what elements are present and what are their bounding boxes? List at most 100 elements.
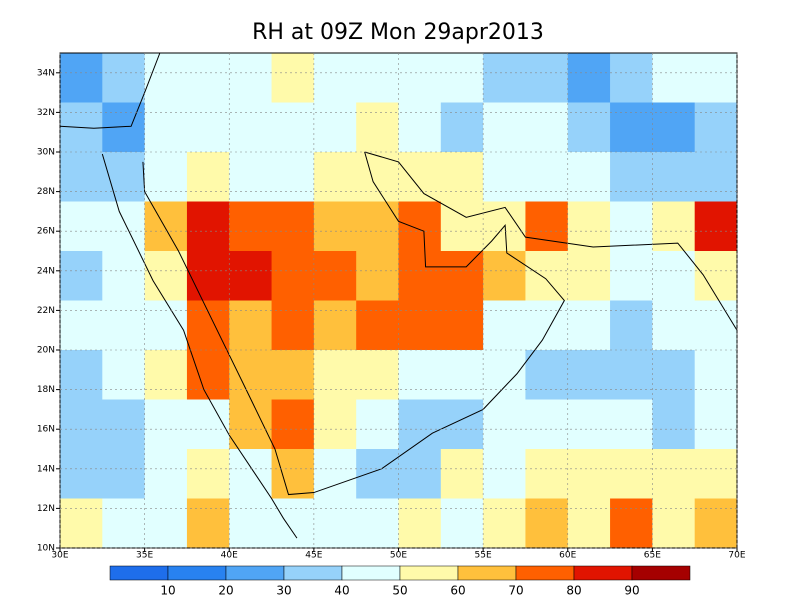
rh-cell bbox=[356, 300, 399, 351]
rh-cell bbox=[525, 399, 569, 450]
rh-cell bbox=[525, 449, 569, 499]
coastline bbox=[101, 153, 298, 539]
rh-cell bbox=[567, 102, 611, 153]
rh-cell bbox=[483, 399, 526, 450]
colorbar-label: 40 bbox=[334, 584, 349, 598]
x-tick-label: 55E bbox=[475, 551, 492, 561]
chart-title: RH at 09Z Mon 29apr2013 bbox=[252, 20, 544, 45]
x-tick-label: 45E bbox=[305, 551, 322, 561]
rh-cell bbox=[652, 350, 696, 400]
y-tick-label: 10N bbox=[37, 544, 55, 554]
rh-cell bbox=[186, 498, 230, 549]
x-tick-label: 65E bbox=[644, 551, 661, 561]
y-tick-label: 16N bbox=[37, 425, 55, 435]
rh-cell bbox=[356, 350, 399, 400]
rh-cell bbox=[144, 449, 188, 499]
rh-cell bbox=[483, 251, 526, 301]
rh-cell bbox=[440, 399, 484, 450]
rh-cell bbox=[567, 399, 611, 450]
rh-cell bbox=[313, 152, 357, 202]
rh-cell bbox=[440, 350, 484, 400]
rh-cell bbox=[483, 300, 526, 351]
colorbar-box bbox=[631, 565, 691, 581]
rh-cell bbox=[356, 53, 399, 103]
rh-cell bbox=[229, 201, 273, 252]
rh-cell bbox=[525, 350, 569, 400]
rh-cell bbox=[610, 300, 653, 351]
y-tick-label: 30N bbox=[37, 148, 55, 158]
rh-cell bbox=[652, 102, 696, 153]
rh-cell bbox=[313, 498, 357, 549]
rh-cell bbox=[271, 399, 315, 450]
rh-cell bbox=[102, 251, 146, 301]
rh-cell bbox=[271, 152, 315, 202]
rh-cell bbox=[440, 449, 484, 499]
rh-cell bbox=[610, 53, 653, 103]
rh-cell bbox=[60, 300, 103, 351]
rh-cell bbox=[525, 201, 569, 252]
coastline bbox=[59, 52, 161, 129]
rh-cell bbox=[356, 399, 399, 450]
rh-cell bbox=[144, 53, 188, 103]
colorbar-label: 50 bbox=[392, 584, 407, 598]
rh-cell bbox=[144, 201, 188, 252]
rh-cell bbox=[440, 102, 484, 153]
rh-cell bbox=[483, 498, 526, 549]
rh-cell bbox=[144, 102, 188, 153]
rh-cell bbox=[398, 251, 442, 301]
rh-cell bbox=[610, 102, 653, 153]
rh-cell bbox=[694, 102, 738, 153]
rh-cell bbox=[694, 201, 738, 252]
rh-cell bbox=[102, 449, 146, 499]
rh-cell bbox=[356, 498, 399, 549]
colorbar-box bbox=[225, 565, 285, 581]
rh-cell bbox=[567, 53, 611, 103]
rh-cell bbox=[102, 498, 146, 549]
rh-cell bbox=[313, 201, 357, 252]
y-tick-label: 12N bbox=[37, 504, 55, 514]
rh-cell bbox=[144, 399, 188, 450]
rh-cell bbox=[525, 300, 569, 351]
rh-cell bbox=[229, 300, 273, 351]
rh-cell bbox=[610, 399, 653, 450]
rh-cell bbox=[356, 449, 399, 499]
rh-cell bbox=[567, 201, 611, 252]
rh-cell bbox=[186, 251, 230, 301]
colorbar-box bbox=[399, 565, 459, 581]
rh-cell bbox=[398, 350, 442, 400]
rh-cell bbox=[186, 53, 230, 103]
rh-cell bbox=[483, 53, 526, 103]
rh-cell bbox=[483, 152, 526, 202]
colorbar-box bbox=[457, 565, 517, 581]
rh-cell bbox=[229, 399, 273, 450]
rh-cell bbox=[313, 449, 357, 499]
colorbar-box bbox=[573, 565, 633, 581]
rh-cell bbox=[483, 102, 526, 153]
rh-cell bbox=[483, 449, 526, 499]
rh-cell bbox=[60, 399, 103, 450]
coastline bbox=[364, 151, 738, 331]
rh-cell bbox=[313, 53, 357, 103]
rh-cell bbox=[271, 201, 315, 252]
rh-cell bbox=[186, 102, 230, 153]
rh-cell bbox=[398, 498, 442, 549]
rh-cell bbox=[229, 449, 273, 499]
rh-cell bbox=[398, 449, 442, 499]
rh-cell bbox=[652, 498, 696, 549]
rh-cell bbox=[102, 201, 146, 252]
rh-cell bbox=[440, 498, 484, 549]
rh-cell bbox=[652, 399, 696, 450]
rh-cell bbox=[356, 201, 399, 252]
rh-cell bbox=[356, 251, 399, 301]
rh-cell bbox=[229, 102, 273, 153]
rh-cell bbox=[652, 251, 696, 301]
rh-cell bbox=[229, 152, 273, 202]
y-tick-label: 26N bbox=[37, 227, 55, 237]
rh-cell bbox=[144, 152, 188, 202]
rh-cell bbox=[398, 300, 442, 351]
y-tick-label: 14N bbox=[37, 464, 55, 474]
y-tick-label: 28N bbox=[37, 187, 55, 197]
rh-cell bbox=[610, 251, 653, 301]
x-tick-label: 30E bbox=[51, 551, 68, 561]
rh-cell bbox=[440, 251, 484, 301]
